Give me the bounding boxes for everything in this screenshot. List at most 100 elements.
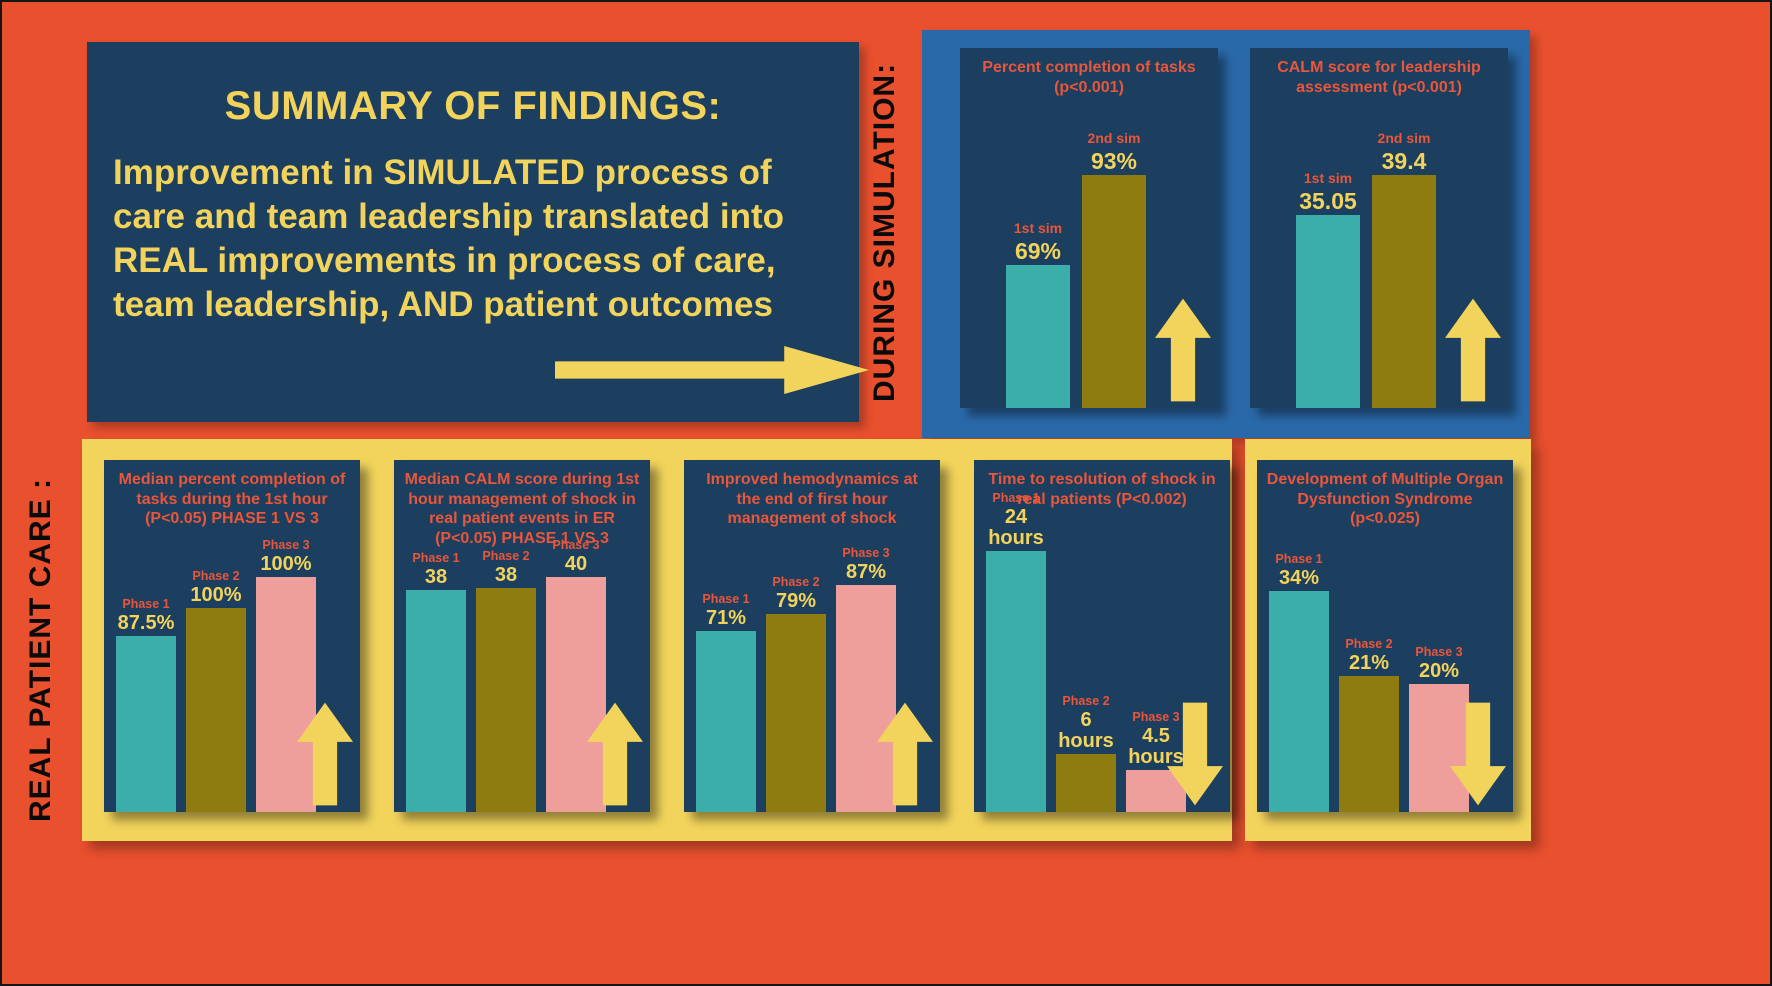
bar-value-label: 34% — [1278, 566, 1320, 589]
bar-category-label: Phase 3 — [1132, 709, 1180, 724]
summary-body: Improvement in SIMULATED process of care… — [113, 153, 785, 325]
bar-value-label: 93% — [1090, 147, 1138, 174]
bar-group: 2nd sim 93% — [1082, 97, 1146, 408]
bar-category-label: 2nd sim — [1377, 129, 1431, 146]
bar-category-label: Phase 2 — [1345, 636, 1393, 651]
bar-value-label: 35.05 — [1299, 188, 1357, 215]
bar-value-label: 24 hours — [988, 506, 1044, 550]
bar — [1269, 590, 1329, 812]
bar — [116, 636, 176, 812]
bar — [766, 613, 826, 812]
bar — [986, 551, 1046, 812]
bar-value-label: 79% — [775, 589, 817, 612]
bar-group: Phase 3 100% — [256, 529, 316, 812]
bar — [696, 630, 756, 812]
bar-category-label: Phase 1 — [1275, 551, 1323, 566]
bar-group: Phase 3 87% — [836, 529, 896, 812]
bar-value-label: 4.5 hours — [1128, 724, 1184, 768]
bar — [1296, 215, 1360, 408]
bar-category-label: 2nd sim — [1087, 129, 1141, 146]
bar-value-label: 38 — [494, 563, 518, 586]
chart-plot: Phase 1 38 Phase 2 38 Phase 3 40 — [394, 538, 650, 812]
bar — [476, 587, 536, 812]
chart-title: CALM score for leadership assessment (p<… — [1277, 59, 1481, 96]
bar-category-label: Phase 3 — [842, 546, 890, 561]
bar — [836, 585, 896, 812]
bar-group: Phase 1 34% — [1269, 529, 1329, 812]
bar-group: Phase 2 38 — [476, 548, 536, 812]
summary-panel: SUMMARY OF FINDINGS: Improvement in SIMU… — [87, 42, 869, 422]
bar-category-label: Phase 1 — [122, 597, 170, 612]
bar-group: Phase 1 38 — [406, 548, 466, 812]
bar-category-label: Phase 2 — [772, 574, 820, 589]
bar-group: 1st sim 35.05 — [1296, 97, 1360, 408]
bar-category-label: Phase 2 — [192, 568, 240, 583]
bar-value-label: 21% — [1348, 651, 1390, 674]
bar-value-label: 39.4 — [1381, 147, 1427, 174]
bar-group: Phase 3 40 — [546, 538, 606, 812]
during-simulation-panel: Percent completion of tasks (p<0.001) 1st… — [922, 30, 1530, 438]
bar-category-label: Phase 3 — [552, 538, 600, 553]
chart-real-task-completion: Median percent completion of tasks durin… — [104, 460, 360, 812]
bar-value-label: 40 — [564, 553, 588, 576]
bar — [1339, 675, 1399, 812]
bar-group: Phase 1 87.5% — [116, 529, 176, 812]
chart-plot: 1st sim 69% 2nd sim 93% — [960, 97, 1218, 408]
bar-value-label: 71% — [705, 606, 747, 629]
up-arrow-icon — [877, 702, 933, 806]
bar-group: Phase 2 100% — [186, 529, 246, 812]
bar-group: 2nd sim 39.4 — [1372, 97, 1436, 408]
chart-real-calm-score: Median CALM score during 1st hour manage… — [394, 460, 650, 812]
bar — [186, 607, 246, 812]
bar-value-label: 38 — [424, 566, 448, 589]
bar-value-label: 100% — [260, 552, 312, 575]
chart-sim-calm-score: CALM score for leadership assessment (p<… — [1250, 48, 1508, 408]
bar-category-label: Phase 1 — [992, 491, 1040, 506]
chart-sim-task-completion: Percent completion of tasks (p<0.001) 1st… — [960, 48, 1218, 408]
real-patient-care-panel: Median percent completion of tasks durin… — [82, 439, 1232, 841]
bar-value-label: 100% — [190, 583, 242, 606]
bar-category-label: Phase 1 — [702, 591, 750, 606]
chart-title: Time to resolution of shock in real pati… — [988, 471, 1216, 508]
bar-category-label: Phase 2 — [1062, 694, 1110, 709]
bar-value-label: 69% — [1014, 237, 1062, 264]
bar-group: Phase 3 20% — [1409, 529, 1469, 812]
bar-category-label: Phase 3 — [1415, 645, 1463, 660]
chart-plot: Phase 1 71% Phase 2 79% Phase 3 87% — [684, 529, 940, 812]
bar-category-label: Phase 2 — [482, 548, 530, 563]
real-patient-care-label: REAL PATIENT CARE : — [24, 478, 57, 823]
chart-real-shock-resolution-time: Time to resolution of shock in real pati… — [974, 460, 1230, 812]
bar — [1082, 174, 1146, 408]
during-simulation-label: DURING SIMULATION: — [868, 62, 901, 402]
chart-plot: Phase 1 34% Phase 2 21% Phase 3 20% — [1257, 529, 1513, 812]
real-patient-care-panel-2: Development of Multiple Organ Dysfunctio… — [1245, 439, 1531, 841]
chart-plot: 1st sim 35.05 2nd sim 39.4 — [1250, 97, 1508, 408]
bar-value-label: 6 hours — [1058, 709, 1114, 753]
summary-title: SUMMARY OF FINDINGS: — [224, 84, 722, 128]
chart-real-mods: Development of Multiple Organ Dysfunctio… — [1257, 460, 1513, 812]
bar-category-label: Phase 3 — [262, 537, 310, 552]
bar-category-label: 1st sim — [1303, 170, 1353, 187]
bar-group: Phase 1 24 hours — [986, 491, 1046, 812]
bar-group: Phase 2 21% — [1339, 529, 1399, 812]
bar-group: Phase 2 79% — [766, 529, 826, 812]
up-arrow-icon — [297, 702, 353, 806]
bar-value-label: 87% — [845, 561, 887, 584]
bar-category-label: Phase 1 — [412, 551, 460, 566]
bar-group: 1st sim 69% — [1006, 97, 1070, 408]
bar — [1372, 174, 1436, 408]
chart-title: Median CALM score during 1st hour manage… — [404, 471, 640, 547]
bar — [256, 576, 316, 812]
down-arrow-icon — [1450, 702, 1506, 806]
bar-value-label: 20% — [1418, 660, 1460, 683]
chart-title: Improved hemodynamics at the end of firs… — [706, 471, 918, 528]
bar-category-label: 1st sim — [1013, 220, 1063, 237]
chart-title: Percent completion of tasks (p<0.001) — [982, 59, 1196, 96]
down-arrow-icon — [1167, 702, 1223, 806]
bar — [1056, 754, 1116, 812]
bar-value-label: 87.5% — [117, 612, 175, 635]
up-arrow-icon — [1155, 298, 1211, 402]
